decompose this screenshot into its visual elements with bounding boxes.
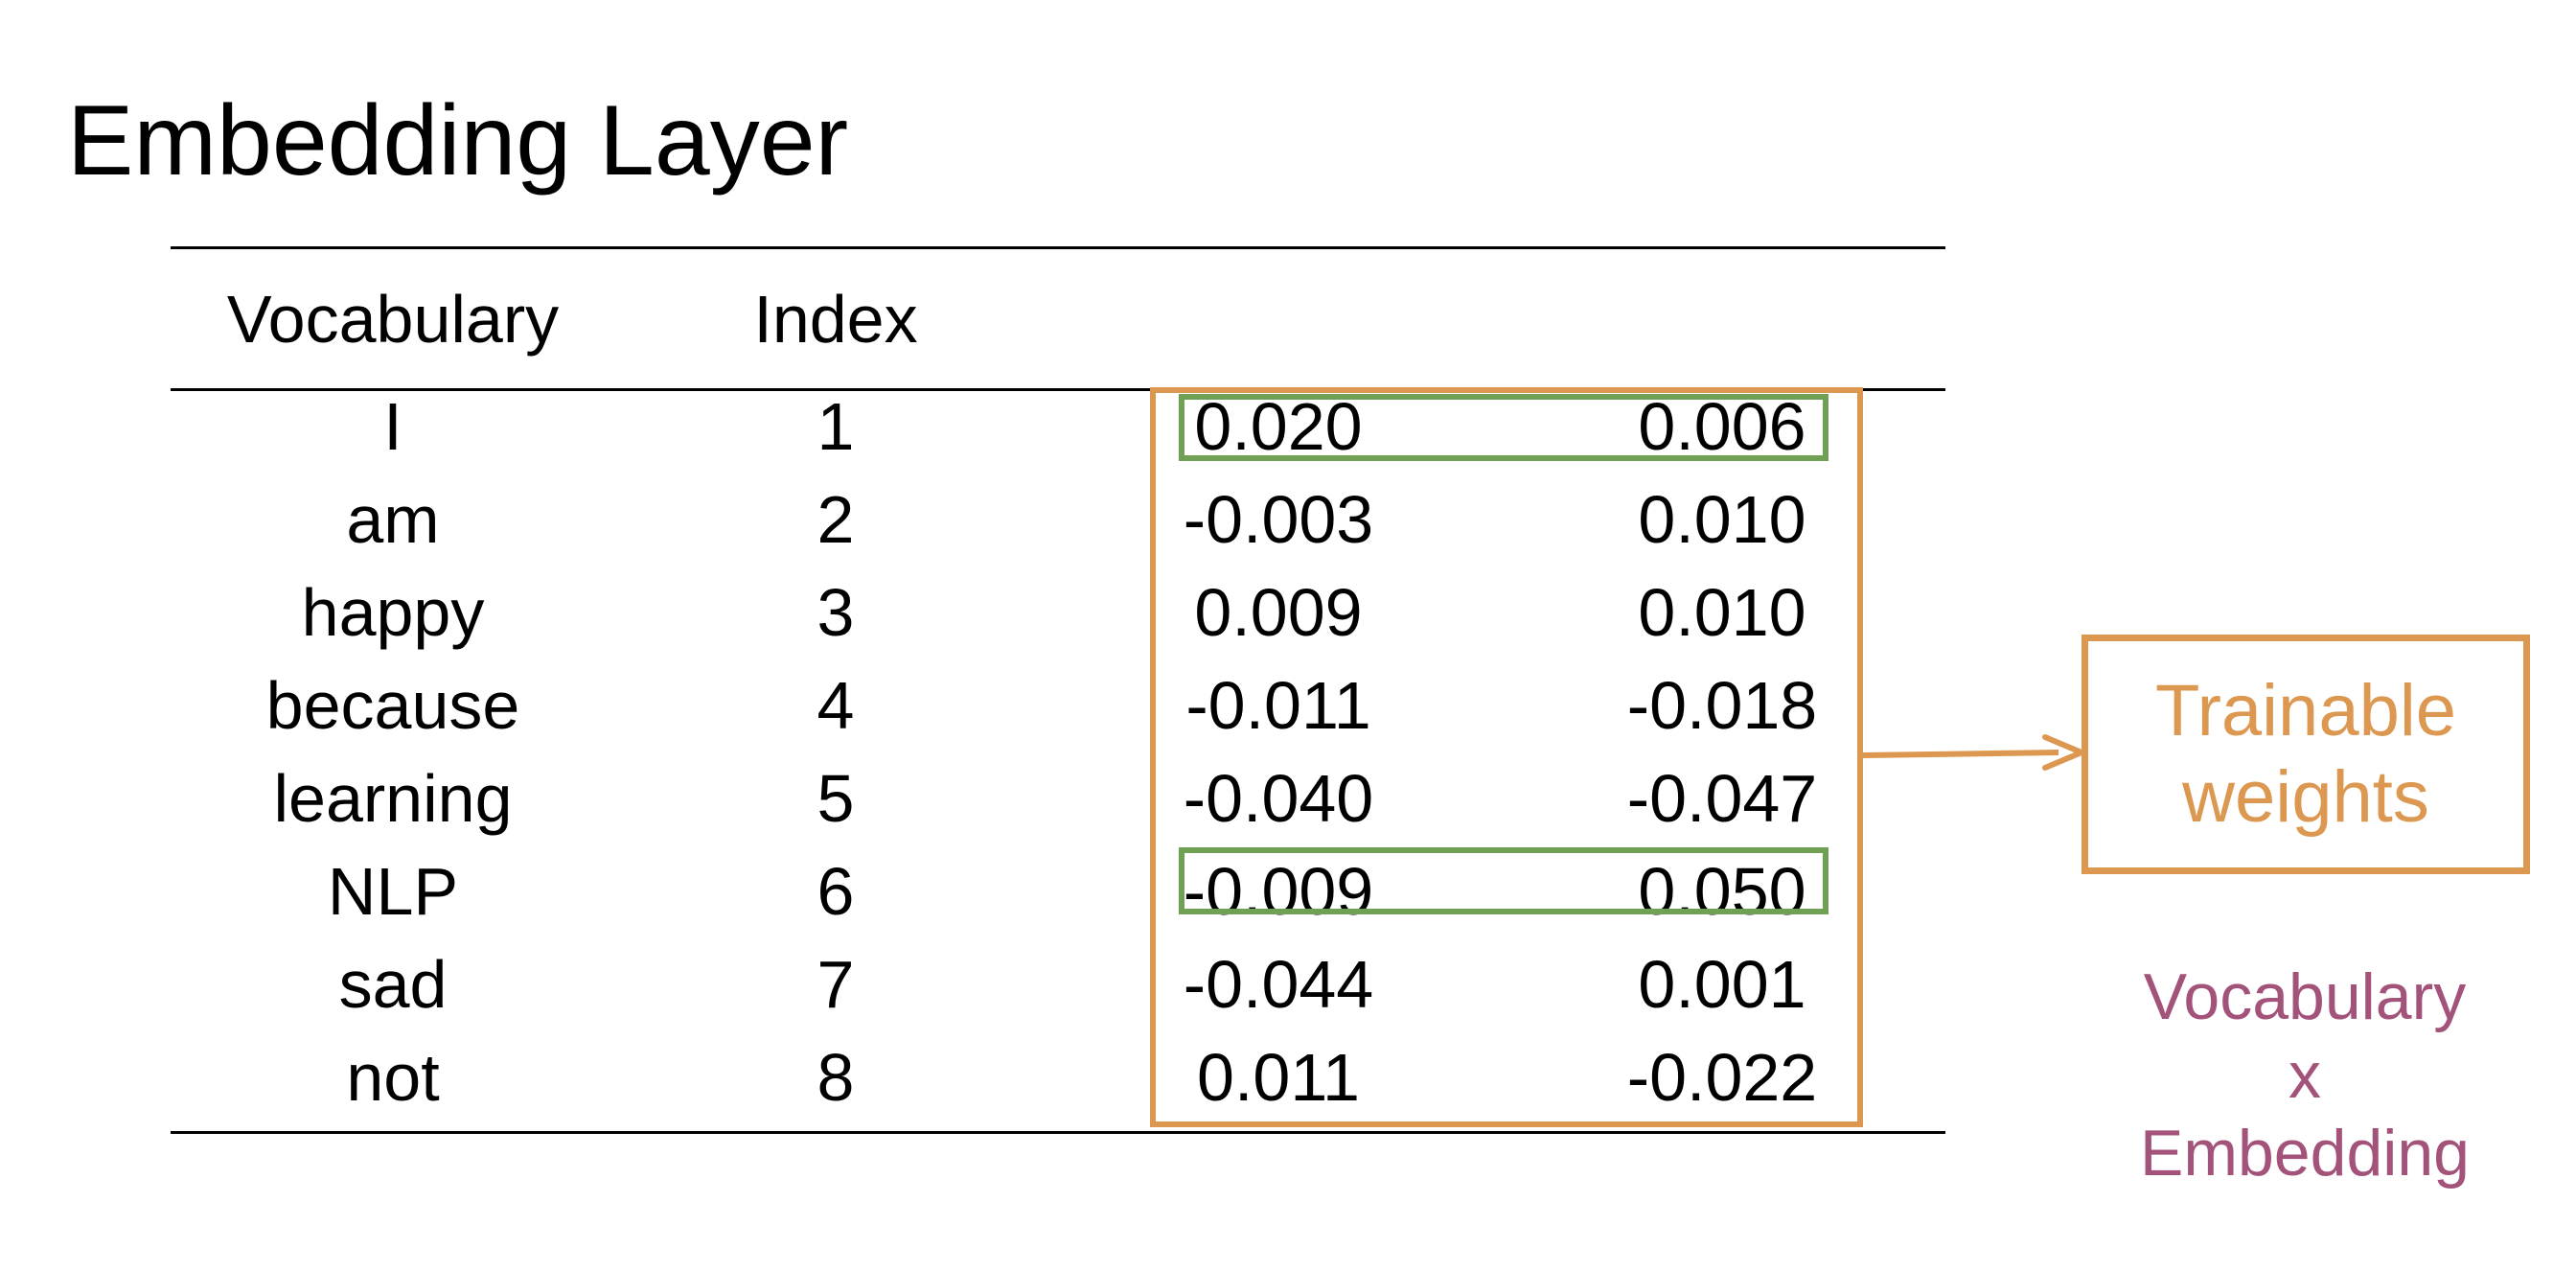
row-weight-1: 0.009 — [1194, 575, 1363, 650]
row-weight-1: 0.011 — [1197, 1040, 1360, 1115]
page-title: Embedding Layer — [67, 85, 849, 196]
row-weight-1: -0.044 — [1183, 947, 1374, 1022]
row-weight-2: -0.022 — [1626, 1040, 1818, 1115]
row-weight-2: 0.006 — [1638, 389, 1806, 464]
weights-matrix-box — [1150, 387, 1863, 1127]
row-weight-2: 0.010 — [1638, 482, 1806, 557]
trainable-weights-callout: Trainable weights — [2082, 635, 2530, 874]
row-word: am — [346, 482, 440, 557]
callout-line-2: weights — [2182, 756, 2429, 838]
row-index: 7 — [816, 947, 855, 1022]
row-word: I — [383, 389, 402, 464]
row-index: 3 — [816, 575, 855, 650]
row-index: 1 — [816, 389, 855, 464]
row-weight-2: 0.001 — [1638, 947, 1806, 1022]
header-vocabulary: Vocabulary — [226, 282, 560, 357]
shape-note-line-1: Vocabulary — [2143, 960, 2467, 1033]
row-index: 5 — [816, 761, 855, 836]
row-word: happy — [301, 575, 485, 650]
row-weight-1: 0.020 — [1194, 389, 1363, 464]
row-word: because — [265, 668, 520, 743]
table-bottom-rule — [171, 1131, 1945, 1134]
callout-line-1: Trainable — [2154, 670, 2457, 752]
row-weight-1: -0.011 — [1185, 668, 1371, 743]
row-word: sad — [338, 947, 448, 1022]
header-index: Index — [753, 282, 918, 357]
row-weight-1: -0.003 — [1183, 482, 1374, 557]
row-weight-1: -0.040 — [1183, 761, 1374, 836]
row-weight-2: 0.010 — [1638, 575, 1806, 650]
shape-note-line-3: Embedding — [2139, 1117, 2471, 1190]
row-index: 8 — [816, 1040, 855, 1115]
table-top-rule — [171, 246, 1945, 249]
row-word: NLP — [327, 854, 459, 929]
row-weight-2: -0.047 — [1626, 761, 1818, 836]
matrix-shape-note: Vocabulary x Embedding — [2140, 959, 2470, 1193]
row-index: 6 — [816, 854, 855, 929]
row-word: learning — [273, 761, 513, 836]
row-highlight-i — [1179, 394, 1828, 461]
shape-note-line-2: x — [2288, 1038, 2321, 1112]
row-highlight-nlp — [1179, 847, 1828, 914]
row-index: 2 — [816, 482, 855, 557]
row-index: 4 — [816, 668, 855, 743]
row-word: not — [346, 1040, 440, 1115]
row-weight-2: -0.018 — [1626, 668, 1818, 743]
table-header-rule — [171, 388, 1945, 391]
